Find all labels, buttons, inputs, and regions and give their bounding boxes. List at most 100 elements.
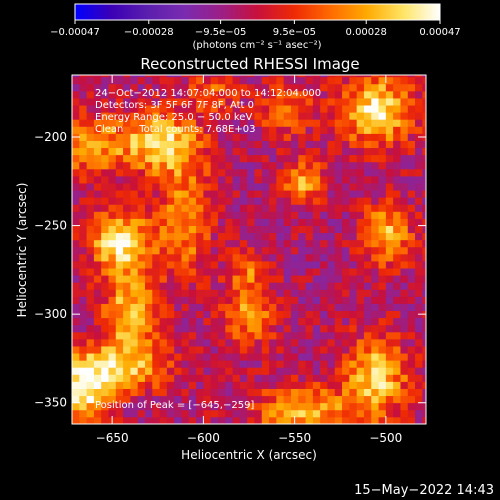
heatmap-pixel <box>312 331 321 340</box>
heatmap-pixel <box>422 374 426 382</box>
colorbar-gradient <box>74 3 441 21</box>
heatmap-pixel <box>283 324 292 333</box>
heatmap-pixel <box>93 183 102 191</box>
heatmap-pixel <box>225 126 233 134</box>
heatmap-pixel <box>203 197 212 205</box>
heatmap-pixel <box>320 225 328 234</box>
annotation-block: 24−Oct−2012 14:07:04.000 to 14:12:04.000… <box>95 88 321 135</box>
heatmap-pixel <box>144 119 153 127</box>
heatmap-pixel <box>86 204 95 212</box>
heatmap-pixel <box>72 324 80 333</box>
heatmap-pixel <box>276 154 285 163</box>
heatmap-pixel <box>166 119 175 127</box>
heatmap-pixel <box>225 218 233 226</box>
heatmap-pixel <box>115 261 124 269</box>
heatmap-pixel <box>349 83 358 92</box>
heatmap-pixel <box>101 154 109 163</box>
heatmap-pixel <box>283 317 292 326</box>
heatmap-pixel <box>232 388 241 397</box>
heatmap-pixel <box>232 367 241 375</box>
heatmap-pixel <box>356 303 365 312</box>
heatmap-pixel <box>203 83 212 92</box>
heatmap-pixel <box>371 324 379 333</box>
heatmap-pixel <box>342 133 350 141</box>
heatmap-pixel <box>217 183 226 191</box>
heatmap-pixel <box>247 353 255 361</box>
heatmap-pixel <box>415 225 423 234</box>
heatmap-pixel <box>72 261 80 269</box>
heatmap-pixel <box>298 98 306 106</box>
heatmap-pixel <box>210 253 219 262</box>
heatmap-pixel <box>363 360 372 368</box>
heatmap-pixel <box>327 268 336 276</box>
heatmap-pixel <box>181 75 190 78</box>
heatmap-pixel <box>152 126 160 134</box>
heatmap-pixel <box>261 83 270 92</box>
heatmap-pixel <box>415 388 423 397</box>
heatmap-pixel <box>283 204 292 212</box>
heatmap-pixel <box>232 360 241 368</box>
heatmap-pixel <box>378 388 387 397</box>
heatmap-pixel <box>93 168 102 177</box>
heatmap-pixel <box>196 246 204 255</box>
heatmap-pixel <box>86 367 95 375</box>
heatmap-pixel <box>232 90 241 99</box>
heatmap-pixel <box>203 98 212 106</box>
heatmap-pixel <box>407 168 416 177</box>
heatmap-pixel <box>407 246 416 255</box>
heatmap-pixel <box>101 112 109 120</box>
heatmap-pixel <box>130 239 139 248</box>
heatmap-pixel <box>203 204 212 212</box>
heatmap-pixel <box>196 402 204 411</box>
heatmap-pixel <box>327 353 336 361</box>
heatmap-pixel <box>188 374 197 382</box>
heatmap-pixel <box>159 239 168 248</box>
heatmap-pixel <box>130 225 139 234</box>
heatmap-pixel <box>276 338 285 347</box>
heatmap-pixel <box>327 98 336 106</box>
heatmap-pixel <box>101 140 109 149</box>
heatmap-pixel <box>130 282 139 290</box>
heatmap-pixel <box>210 232 219 241</box>
heatmap-pixel <box>188 253 197 262</box>
heatmap-pixel <box>174 83 182 92</box>
heatmap-pixel <box>174 218 182 226</box>
heatmap-pixel <box>210 360 219 368</box>
heatmap-pixel <box>247 112 255 120</box>
heatmap-pixel <box>342 310 350 319</box>
heatmap-pixel <box>239 381 248 389</box>
heatmap-pixel <box>174 133 182 141</box>
heatmap-pixel <box>298 90 306 99</box>
heatmap-pixel <box>349 289 358 297</box>
heatmap-pixel <box>334 119 343 127</box>
heatmap-pixel <box>312 204 321 212</box>
heatmap-pixel <box>108 338 117 347</box>
heatmap-pixel <box>166 225 175 234</box>
heatmap-pixel <box>137 126 146 134</box>
heatmap-pixel <box>144 317 153 326</box>
heatmap-pixel <box>320 232 328 241</box>
heatmap-pixel <box>327 75 336 78</box>
heatmap-pixel <box>276 296 285 304</box>
heatmap-pixel <box>181 395 190 404</box>
heatmap-pixel <box>327 296 336 304</box>
heatmap-pixel <box>349 90 358 99</box>
heatmap-pixel <box>254 367 263 375</box>
heatmap-pixel <box>356 76 365 85</box>
heatmap-pixel <box>371 183 379 191</box>
heatmap-pixel <box>305 346 314 354</box>
heatmap-pixel <box>393 353 401 361</box>
heatmap-pixel <box>254 168 263 177</box>
heatmap-pixel <box>79 190 87 198</box>
heatmap-pixel <box>115 112 124 120</box>
heatmap-pixel <box>290 83 299 92</box>
heatmap-pixel <box>342 83 350 92</box>
heatmap-pixel <box>276 395 285 404</box>
heatmap-pixel <box>320 253 328 262</box>
heatmap-pixel <box>356 183 365 191</box>
heatmap-pixel <box>210 126 219 134</box>
heatmap-pixel <box>144 246 153 255</box>
heatmap-pixel <box>108 140 117 149</box>
heatmap-pixel <box>320 83 328 92</box>
y-tick-label: −250 <box>34 219 67 233</box>
